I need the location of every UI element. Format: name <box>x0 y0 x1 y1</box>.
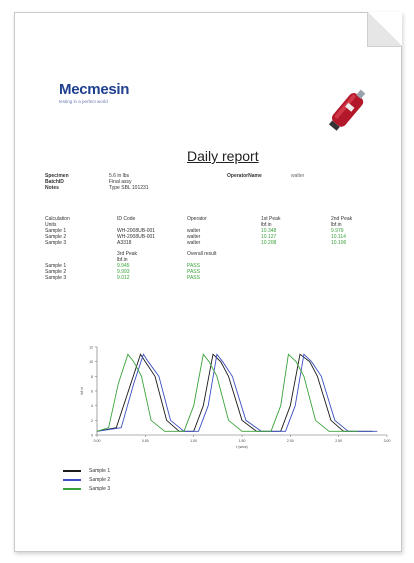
series-line-2 <box>96 353 378 432</box>
batchid-label: BatchID <box>45 179 64 185</box>
notes-value: Type SBL 101231 <box>109 185 149 191</box>
chart-legend: Sample 1 Sample 2 Sample 3 <box>63 466 110 493</box>
table-row-peak1: 10.127 <box>261 234 277 240</box>
document-page: Mecmesin testing in a perfect world Dail… <box>14 12 402 552</box>
result-row-peak3: 9.945 <box>117 263 130 269</box>
col-1st-peak: 1st Peak <box>261 216 281 222</box>
y-tick-label: 0 <box>91 434 93 438</box>
table-row-id: WH-2008UB-001 <box>117 234 156 240</box>
result-row-status: PASS <box>187 275 200 281</box>
y-tick-label: 10 <box>89 360 93 364</box>
table-row-peak1: 10.208 <box>261 240 277 246</box>
peak-torque-chart: 0 2 4 6 8 10 12 0.00 0.50 1.00 1.50 2.00 2.50 3.00 lbf… <box>80 346 391 450</box>
specimen-label: Specimen <box>45 173 69 179</box>
unit-3rd-peak: lbf.in <box>117 257 128 263</box>
table-row-peak1: 10.348 <box>261 228 277 234</box>
col-3rd-peak: 3rd Peak <box>117 251 138 257</box>
legend-swatch <box>63 487 81 490</box>
x-tick-label: 0.00 <box>94 439 101 443</box>
x-axis-label: t (secs) <box>236 445 247 449</box>
y-axis-label: lbf.in <box>80 387 84 394</box>
col-id-code: ID Code <box>117 216 136 222</box>
x-tick-label: 3.00 <box>384 439 391 443</box>
units-label: Units <box>45 222 57 228</box>
x-tick-label: 1.00 <box>190 439 197 443</box>
page-fold-corner <box>367 12 402 47</box>
y-tick-label: 8 <box>91 375 93 379</box>
table-row-name: Sample 1 <box>45 228 67 234</box>
brand-name: Mecmesin <box>59 81 130 98</box>
result-row-name: Sample 1 <box>45 263 67 269</box>
batchid-value: Final assy <box>109 179 132 185</box>
table-row-id: A3318 <box>117 240 132 246</box>
x-tick-label: 0.50 <box>142 439 149 443</box>
operator-name-label: OperatorName <box>227 173 262 179</box>
series-line-3 <box>96 353 358 432</box>
y-tick-label: 4 <box>91 404 93 408</box>
legend-item: Sample 2 <box>63 475 110 484</box>
report-title: Daily report <box>187 148 259 164</box>
table-row-id: WH-2008UB-001 <box>117 228 156 234</box>
col-2nd-peak: 2nd Peak <box>331 216 353 222</box>
table-row-peak2: 10.106 <box>331 240 347 246</box>
result-row-name: Sample 3 <box>45 275 67 281</box>
col-operator: Operator <box>187 216 207 222</box>
legend-swatch <box>63 478 81 481</box>
unit-1st-peak: lbf.in <box>261 222 272 228</box>
table-row-operator: walter <box>187 234 201 240</box>
specimen-value: 5.6 in lbs <box>109 173 130 179</box>
table-row-operator: walter <box>187 240 201 246</box>
brand-logo: Mecmesin testing in a perfect world <box>59 81 129 104</box>
legend-label: Sample 3 <box>89 485 111 492</box>
result-row-peak3: 9.993 <box>117 269 130 275</box>
result-row-peak3: 9.012 <box>117 275 130 281</box>
col-overall-result: Overall result <box>187 251 217 257</box>
legend-label: Sample 1 <box>89 467 111 474</box>
table-row-peak2: 9.979 <box>331 228 344 234</box>
result-row-status: PASS <box>187 269 200 275</box>
legend-label: Sample 2 <box>89 476 111 483</box>
operator-name-value: walter <box>291 173 305 179</box>
col-calculation: Calculation <box>45 216 70 222</box>
table-row-operator: walter <box>187 228 201 234</box>
torque-tester-icon <box>328 89 366 131</box>
legend-item: Sample 3 <box>63 484 110 493</box>
table-row-peak2: 10.114 <box>331 234 346 240</box>
y-tick-label: 2 <box>91 419 93 423</box>
table-row-name: Sample 2 <box>45 234 67 240</box>
x-tick-label: 2.00 <box>287 439 294 443</box>
result-row-status: PASS <box>187 263 200 269</box>
y-tick-label: 6 <box>91 390 93 394</box>
unit-2nd-peak: lbf.in <box>331 222 342 228</box>
x-tick-label: 2.50 <box>335 439 342 443</box>
y-tick-label: 12 <box>89 346 93 350</box>
result-row-name: Sample 2 <box>45 269 67 275</box>
x-tick-label: 1.50 <box>239 439 246 443</box>
legend-item: Sample 1 <box>63 466 110 475</box>
table-row-name: Sample 3 <box>45 240 67 246</box>
series-line-1 <box>96 353 373 432</box>
brand-tagline: testing in a perfect world <box>59 99 108 104</box>
legend-swatch <box>63 469 81 472</box>
notes-label: Notes <box>45 185 59 191</box>
